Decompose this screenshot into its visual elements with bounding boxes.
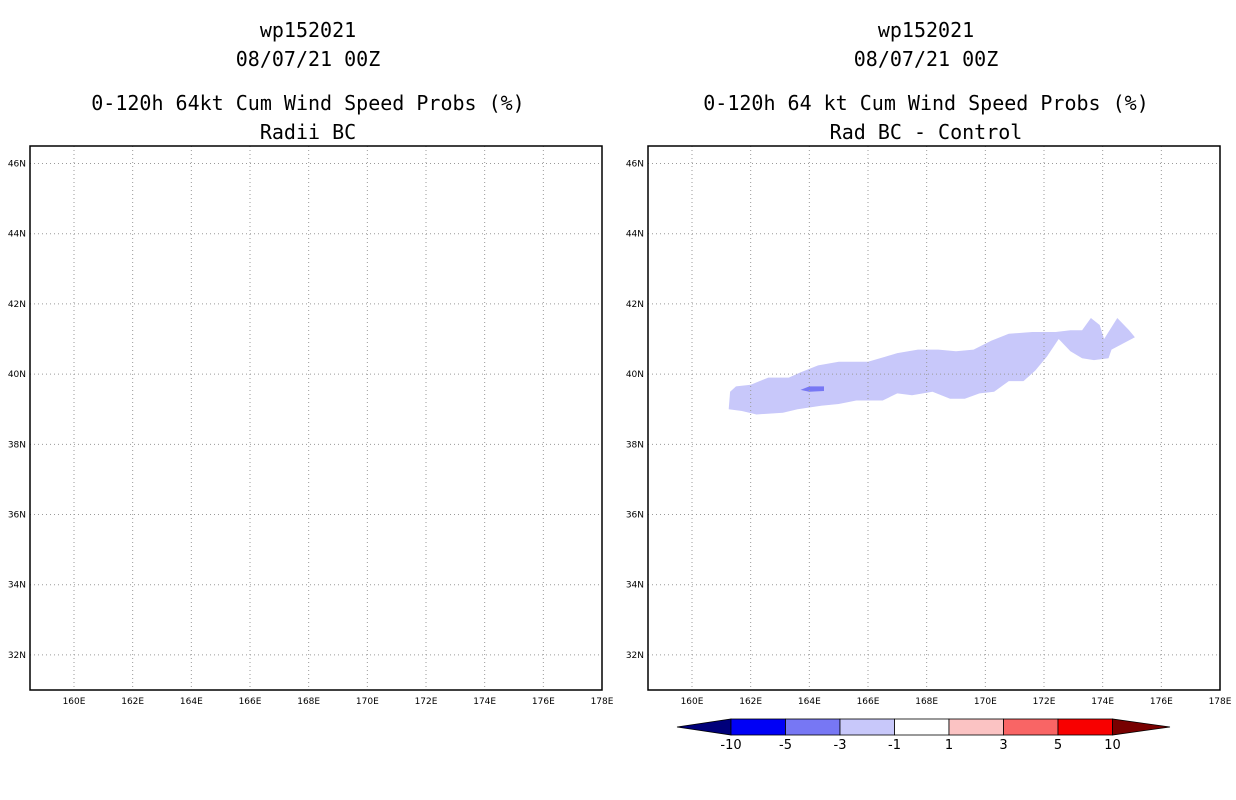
y-tick-label: 42N bbox=[8, 300, 26, 310]
colorbar: -10 -5 -3 -1 1 3 5 10 bbox=[676, 718, 1171, 753]
colorbar-arrow-high bbox=[1112, 718, 1171, 736]
x-tick-label: 176E bbox=[532, 697, 555, 707]
probability-region-2 bbox=[800, 386, 824, 392]
colorbar-label: 10 bbox=[1104, 738, 1121, 753]
x-tick-label: 172E bbox=[415, 697, 438, 707]
colorbar-label: -1 bbox=[888, 738, 901, 753]
panel-radii-bc: 160E 162E 164E 166E 168E 170E 172E 174E 176E 178E… bbox=[8, 145, 614, 707]
colorbar-box-3 bbox=[839, 718, 895, 736]
y-tick-label: 32N bbox=[626, 651, 644, 661]
x-tick-label: 174E bbox=[473, 697, 496, 707]
colorbar-label: -3 bbox=[834, 738, 847, 753]
y-tick-label: 38N bbox=[626, 440, 644, 450]
x-tick-label: 178E bbox=[1209, 697, 1232, 707]
y-tick-label: 36N bbox=[626, 511, 644, 521]
probability-region-1 bbox=[728, 318, 1135, 415]
y-tick-label: 42N bbox=[626, 300, 644, 310]
colorbar-label: -10 bbox=[720, 738, 741, 753]
panel1-storm-id: wp152021 bbox=[260, 18, 356, 42]
x-tick-label: 178E bbox=[591, 697, 614, 707]
colorbar-box-1 bbox=[730, 718, 786, 736]
y-tick-label: 40N bbox=[8, 370, 26, 380]
colorbar-box-5 bbox=[948, 718, 1004, 736]
colorbar-box-6 bbox=[1003, 718, 1059, 736]
x-tick-label: 172E bbox=[1033, 697, 1056, 707]
x-tick-label: 162E bbox=[739, 697, 762, 707]
y-tick-label: 34N bbox=[626, 581, 644, 591]
y-tick-label: 34N bbox=[8, 581, 26, 591]
x-tick-label: 170E bbox=[356, 697, 379, 707]
y-tick-label: 44N bbox=[626, 230, 644, 240]
x-tick-label: 176E bbox=[1150, 697, 1173, 707]
panel1-subtitle: Radii BC bbox=[260, 120, 356, 144]
x-tick-label: 164E bbox=[180, 697, 203, 707]
y-tick-label: 44N bbox=[8, 230, 26, 240]
x-tick-label: 166E bbox=[857, 697, 880, 707]
y-tick-label: 36N bbox=[8, 511, 26, 521]
y-tick-label: 46N bbox=[626, 160, 644, 170]
x-tick-label: 166E bbox=[239, 697, 262, 707]
panel2-datetime: 08/07/21 00Z bbox=[854, 47, 999, 71]
colorbar-arrow-low bbox=[676, 718, 732, 736]
x-tick-label: 168E bbox=[297, 697, 320, 707]
y-tick-label: 40N bbox=[626, 370, 644, 380]
panel2-storm-id: wp152021 bbox=[878, 18, 974, 42]
panel-rad-bc-control: 160E 162E 164E 166E 168E 170E 172E 174E 176E 178E… bbox=[626, 145, 1232, 707]
colorbar-box-7 bbox=[1057, 718, 1113, 736]
colorbar-label: 5 bbox=[1054, 738, 1062, 753]
panel2-title: 0-120h 64 kt Cum Wind Speed Probs (%) bbox=[703, 91, 1149, 115]
colorbar-label: 1 bbox=[945, 738, 953, 753]
y-tick-label: 32N bbox=[8, 651, 26, 661]
x-tick-label: 160E bbox=[63, 697, 86, 707]
x-tick-label: 162E bbox=[121, 697, 144, 707]
panel2-subtitle: Rad BC - Control bbox=[830, 120, 1023, 144]
colorbar-label: 3 bbox=[999, 738, 1007, 753]
colorbar-box-4 bbox=[894, 718, 950, 736]
plot-frame bbox=[29, 145, 603, 691]
panel1-title: 0-120h 64kt Cum Wind Speed Probs (%) bbox=[91, 91, 524, 115]
x-tick-label: 170E bbox=[974, 697, 997, 707]
x-tick-label: 174E bbox=[1091, 697, 1114, 707]
panel1-datetime: 08/07/21 00Z bbox=[236, 47, 381, 71]
plot-frame bbox=[647, 145, 1221, 691]
y-tick-label: 46N bbox=[8, 160, 26, 170]
x-tick-label: 160E bbox=[681, 697, 704, 707]
colorbar-label: -5 bbox=[779, 738, 792, 753]
colorbar-box-2 bbox=[785, 718, 841, 736]
y-tick-label: 38N bbox=[8, 440, 26, 450]
x-tick-label: 164E bbox=[798, 697, 821, 707]
x-tick-label: 168E bbox=[915, 697, 938, 707]
